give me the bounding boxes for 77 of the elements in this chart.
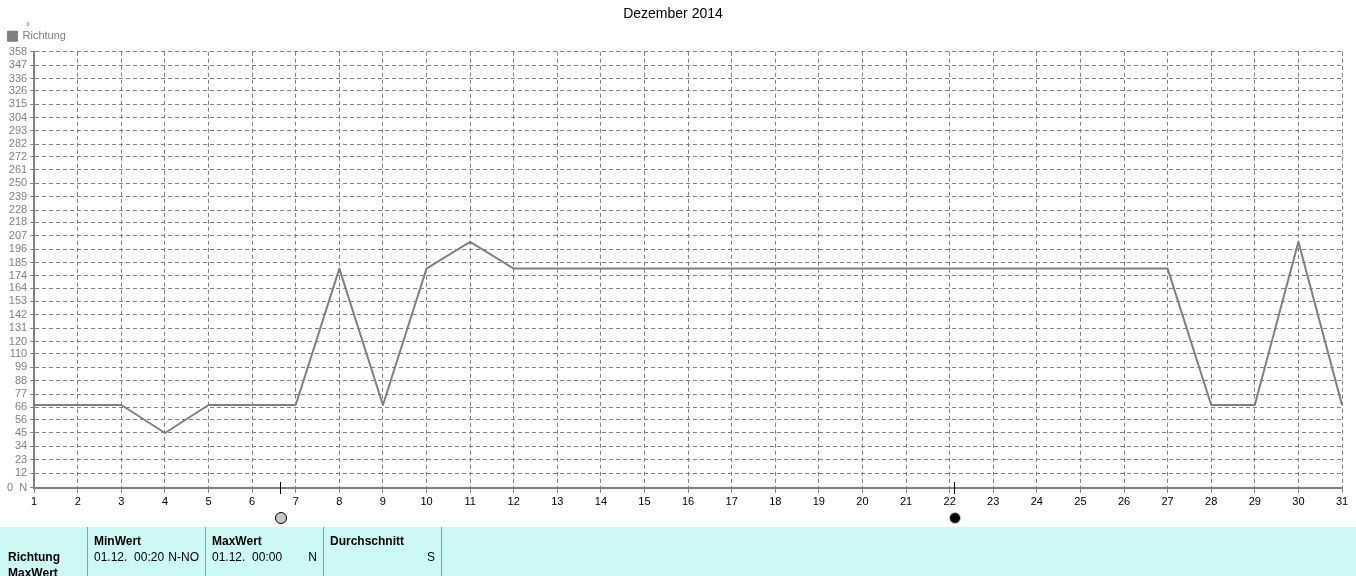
x-tick-label: 26: [1117, 495, 1131, 508]
y-tick-label: 0 N: [6, 480, 28, 493]
y-tick-label: 45: [14, 426, 28, 439]
text: S: [426, 549, 435, 565]
x-tick-label: 18: [769, 495, 782, 508]
y-tick-label: 56: [14, 412, 28, 425]
y-tick-label: 218: [8, 215, 28, 228]
y-tick-label: 153: [8, 294, 28, 307]
x-tick-label: 17: [725, 495, 738, 508]
y-tick-label: 34: [14, 439, 28, 452]
y-tick-label: 185: [8, 255, 28, 268]
y-tick-label: 131: [8, 321, 28, 334]
y-tick-label: 12: [14, 466, 28, 479]
y-tick-label: 66: [14, 400, 28, 413]
y-tick-label: 250: [8, 176, 28, 189]
x-tick-label: 24: [1030, 495, 1043, 508]
text: Durchschnitt: [330, 533, 405, 549]
x-tick-label: 20: [856, 495, 869, 508]
x-tick-label: 3: [118, 495, 125, 508]
y-tick-label: 88: [14, 373, 28, 386]
y-tick-label: 315: [8, 97, 28, 110]
text: MaxWert: [212, 533, 263, 549]
y-tick-label: 282: [8, 137, 28, 150]
y-tick-label: 120: [8, 334, 28, 347]
x-tick-label: 25: [1074, 495, 1087, 508]
y-tick-label: 326: [8, 83, 28, 96]
x-tick-label: 28: [1205, 495, 1218, 508]
y-tick-label: 110: [9, 346, 28, 359]
x-tick-label: 7: [292, 495, 299, 508]
y-tick-label: 77: [14, 387, 28, 400]
text: 01.12. 00:00: [212, 549, 283, 565]
x-tick-label: 6: [249, 495, 256, 508]
x-tick-label: 21: [899, 495, 913, 508]
text: N: [308, 549, 317, 565]
y-axis-title: °: [26, 20, 30, 32]
x-tick-label: 8: [336, 495, 343, 508]
x-tick-label: 22: [943, 495, 956, 508]
x-tick-label: 23: [987, 495, 1000, 508]
x-tick-label: 12: [507, 495, 520, 508]
x-tick-label: 27: [1161, 495, 1174, 508]
x-tick-label: 15: [638, 495, 651, 508]
x-tick-label: 13: [551, 495, 564, 508]
legend-label: Richtung: [22, 29, 66, 42]
y-tick-label: 207: [8, 228, 28, 241]
chart-title: Dezember 2014: [623, 5, 724, 22]
x-tick-label: 1: [31, 495, 38, 508]
x-tick-label: 30: [1292, 495, 1305, 508]
y-tick-label: 174: [8, 268, 28, 281]
text: MinWert: [94, 533, 143, 549]
x-tick-label: 31: [1335, 495, 1349, 508]
y-tick-label: 358: [8, 44, 28, 57]
x-tick-label: 14: [594, 495, 608, 508]
text: 01.12. 00:20: [94, 549, 165, 565]
x-tick-label: 11: [464, 495, 476, 508]
y-tick-label: 239: [8, 189, 28, 202]
y-tick-label: 99: [14, 360, 28, 373]
y-tick-label: 347: [8, 58, 28, 71]
x-tick-label: 2: [74, 495, 81, 508]
y-tick-label: 336: [8, 71, 28, 84]
y-tick-label: 23: [14, 452, 28, 465]
y-tick-label: 261: [8, 162, 28, 175]
x-tick-label: 4: [161, 495, 169, 508]
x-tick-label: 9: [379, 495, 386, 508]
x-tick-label: 29: [1248, 495, 1261, 508]
text: N-NO: [168, 549, 199, 565]
y-tick-label: 272: [8, 149, 28, 162]
y-tick-label: 228: [8, 203, 28, 216]
y-tick-label: 304: [8, 110, 28, 123]
x-tick-label: 16: [681, 495, 695, 508]
x-tick-label: 19: [812, 495, 825, 508]
x-tick-label: 5: [205, 495, 212, 508]
y-tick-label: 196: [8, 242, 28, 255]
y-tick-label: 142: [8, 307, 28, 320]
y-tick-label: 293: [8, 123, 28, 136]
x-tick-label: 10: [420, 495, 433, 508]
text: Richtung: [8, 549, 61, 565]
y-tick-label: 164: [8, 281, 28, 294]
